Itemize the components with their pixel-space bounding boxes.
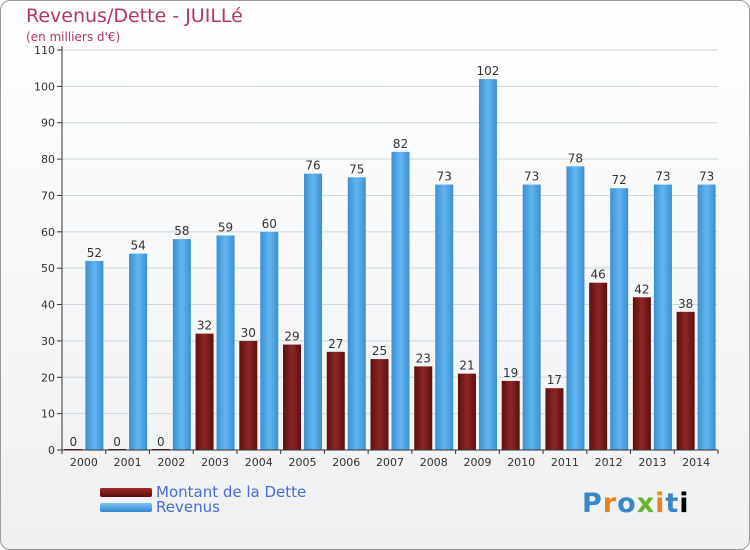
x-tick-label: 2012	[595, 456, 623, 469]
bar-revenue	[435, 184, 454, 450]
bar-revenue	[347, 177, 366, 451]
y-tick-label: 100	[34, 80, 55, 93]
data-label-revenue: 102	[477, 64, 500, 78]
data-label-debt: 30	[241, 326, 256, 340]
x-tick-label: 2006	[332, 456, 360, 469]
data-label-debt: 23	[416, 351, 431, 365]
chart-subtitle: (en milliers d'€)	[26, 30, 121, 44]
x-tick-label: 2010	[507, 456, 535, 469]
bar-revenue	[522, 184, 541, 450]
legend-label-revenue: Revenus	[156, 498, 220, 516]
bar-revenue	[391, 151, 410, 450]
data-label-revenue: 52	[87, 246, 102, 260]
x-tick-label: 2014	[682, 456, 710, 469]
legend-swatch-debt	[100, 488, 152, 497]
y-tick-label: 50	[41, 262, 55, 275]
chart-title: Revenus/Dette - JUILLé	[26, 5, 243, 27]
bar-debt	[457, 373, 476, 450]
data-label-debt: 19	[503, 366, 518, 380]
y-tick-label: 80	[41, 153, 55, 166]
x-tick-label: 2004	[245, 456, 273, 469]
bar-revenue	[653, 184, 672, 450]
bar-debt	[195, 333, 214, 450]
data-label-revenue: 78	[568, 151, 583, 165]
data-label-debt: 17	[547, 373, 562, 387]
data-label-revenue: 58	[174, 224, 189, 238]
data-label-revenue: 73	[524, 170, 539, 184]
bar-revenue	[304, 173, 323, 451]
bar-revenue	[260, 231, 279, 450]
bar-revenue	[172, 239, 191, 450]
y-tick-label: 70	[41, 189, 55, 202]
x-tick-label: 2003	[201, 456, 229, 469]
legend-swatch-revenue	[100, 503, 152, 512]
data-label-debt: 0	[113, 435, 121, 449]
y-tick-label: 30	[41, 335, 55, 348]
bar-debt	[370, 359, 389, 450]
proxiti-logo: Proxiti	[582, 488, 690, 519]
data-label-revenue: 73	[699, 170, 714, 184]
data-label-debt: 21	[459, 359, 474, 373]
data-label-debt: 0	[157, 435, 165, 449]
x-tick-label: 2013	[638, 456, 666, 469]
data-label-debt: 46	[591, 268, 606, 282]
x-tick-label: 2011	[551, 456, 579, 469]
bar-debt	[632, 297, 651, 450]
data-label-debt: 38	[678, 297, 693, 311]
bar-debt	[676, 311, 695, 450]
x-tick-label: 2008	[420, 456, 448, 469]
bar-debt	[326, 351, 345, 450]
data-label-debt: 25	[372, 344, 387, 358]
y-tick-label: 110	[34, 44, 55, 57]
y-tick-label: 10	[41, 408, 55, 421]
data-label-revenue: 73	[655, 170, 670, 184]
data-label-revenue: 82	[393, 137, 408, 151]
x-tick-label: 2000	[70, 456, 98, 469]
bar-revenue	[566, 166, 585, 450]
bar-revenue	[85, 260, 104, 450]
data-label-revenue: 73	[437, 170, 452, 184]
bar-debt	[239, 340, 258, 450]
bar-revenue	[610, 188, 629, 450]
data-label-revenue: 59	[218, 220, 233, 234]
legend-label-debt: Montant de la Dette	[156, 483, 307, 501]
y-tick-label: 90	[41, 117, 55, 130]
data-label-revenue: 72	[612, 173, 627, 187]
x-tick-label: 2009	[463, 456, 491, 469]
bar-revenue	[216, 235, 235, 450]
data-label-debt: 32	[197, 319, 212, 333]
bar-debt	[283, 344, 302, 450]
x-tick-label: 2005	[289, 456, 317, 469]
bar-debt	[545, 388, 564, 450]
bar-debt	[589, 282, 608, 450]
x-tick-label: 2007	[376, 456, 404, 469]
x-tick-label: 2002	[157, 456, 185, 469]
y-tick-label: 0	[48, 444, 55, 457]
data-label-debt: 0	[70, 435, 78, 449]
bar-debt	[501, 380, 520, 450]
bar-revenue	[697, 184, 716, 450]
data-label-revenue: 54	[130, 239, 145, 253]
y-tick-label: 60	[41, 226, 55, 239]
data-label-revenue: 60	[262, 217, 277, 231]
data-label-debt: 27	[328, 337, 343, 351]
data-label-revenue: 75	[349, 162, 364, 176]
data-label-debt: 29	[284, 330, 299, 344]
x-tick-label: 2001	[114, 456, 142, 469]
data-label-debt: 42	[634, 282, 649, 296]
data-label-revenue: 76	[305, 159, 320, 173]
y-tick-label: 40	[41, 299, 55, 312]
bar-revenue	[478, 79, 497, 450]
bar-revenue	[129, 253, 148, 450]
bar-debt	[414, 366, 433, 450]
y-tick-label: 20	[41, 371, 55, 384]
